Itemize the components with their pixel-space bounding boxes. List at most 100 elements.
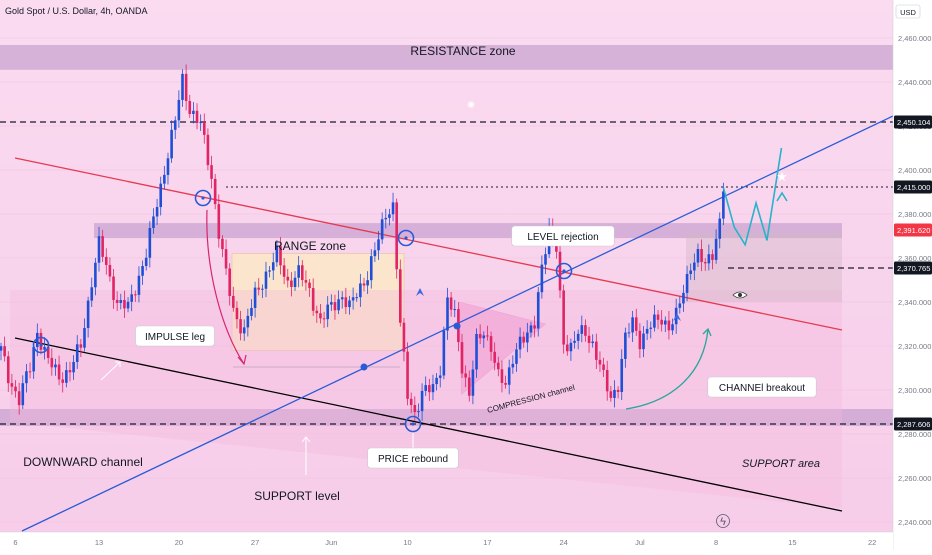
candle-body: [649, 327, 653, 329]
candle-body: [711, 254, 714, 260]
candle-body: [471, 369, 475, 396]
downward-pointer: [100, 361, 121, 381]
lightning-icon: ϟ: [720, 516, 726, 528]
time-tick-label: 17: [483, 538, 491, 547]
candle-body: [83, 328, 86, 348]
candle-body: [384, 217, 388, 220]
candle-body: [656, 314, 660, 320]
currency-badge[interactable]: [895, 4, 921, 19]
downward-channel-fill: [10, 290, 842, 508]
support-level-label: SUPPORT level: [254, 489, 340, 503]
candle-body: [624, 332, 627, 359]
candle-body: [192, 110, 195, 114]
candle-body: [340, 297, 344, 300]
candle-body: [467, 377, 471, 396]
price-tick-label: 2,340.000: [898, 298, 931, 307]
impulse-leg-label-box: [135, 325, 215, 347]
candle-body: [130, 294, 133, 302]
candle-body: [123, 299, 126, 309]
candle-body: [355, 297, 359, 299]
time-tick-label: 13: [95, 538, 103, 547]
time-tick-label: 24: [559, 538, 567, 547]
candle-body: [409, 398, 413, 406]
trend-touch-point: [453, 322, 461, 330]
candle-body: [264, 271, 268, 289]
candle-body: [620, 358, 624, 392]
candle-body: [21, 383, 25, 406]
candle-body: [631, 317, 634, 333]
candle-body: [565, 344, 569, 352]
range-zone-band: [94, 223, 842, 239]
candle-body: [373, 250, 377, 257]
candle-body: [25, 371, 28, 384]
price-tick-label: 2,440.000: [898, 78, 931, 87]
price-tick-label: 2,240.000: [898, 518, 931, 527]
candle-body: [395, 202, 398, 270]
pivot-circle-may6: [32, 336, 50, 354]
candle-body: [609, 391, 613, 398]
candle-body: [112, 276, 115, 300]
candle-body: [43, 346, 46, 350]
candle-body: [10, 383, 14, 387]
candle-body: [232, 295, 235, 308]
lightning-icon-ring: [716, 514, 730, 528]
candle-body: [540, 264, 544, 293]
candle-body: [337, 299, 340, 311]
candle-body: [511, 363, 515, 368]
candle-body: [482, 335, 486, 339]
candle-body: [682, 292, 685, 304]
compression-triangle: [459, 301, 547, 396]
time-tick-label: 6: [13, 538, 17, 547]
candle-body: [598, 359, 602, 365]
candle-body: [3, 346, 6, 357]
candle-body: [126, 301, 130, 309]
channel-breakout-label-box: [707, 376, 817, 398]
candle-body: [36, 332, 39, 348]
target-price-tag-bg: [894, 180, 932, 194]
candle-body: [28, 371, 32, 373]
currency-label: USD: [900, 8, 916, 17]
candle-body: [94, 262, 97, 288]
range-top-price-tag-bg: [894, 261, 932, 275]
candle-body: [253, 287, 257, 308]
candle-body: [627, 332, 631, 334]
support-price-tag-bg: [894, 417, 932, 431]
candle-body: [134, 294, 137, 296]
candle-body: [700, 249, 703, 263]
candle-body: [438, 375, 442, 378]
breakout-area: [686, 231, 842, 302]
candle-body: [228, 268, 231, 296]
candle-body: [293, 277, 297, 287]
candle-body: [526, 332, 529, 343]
candle-body: [72, 361, 75, 373]
impulse-leg-label: IMPULSE leg: [145, 332, 205, 343]
candle-body: [399, 269, 402, 323]
candle-body: [587, 335, 591, 344]
price-tick-label: 2,300.000: [898, 386, 931, 395]
rocket-icon: [416, 288, 424, 296]
candle-body: [722, 191, 725, 219]
candle-body: [268, 270, 271, 272]
candle-body: [504, 382, 507, 385]
candle-body: [17, 391, 21, 406]
candle-body: [406, 351, 409, 399]
candle-body: [213, 178, 217, 205]
candle-body: [86, 300, 90, 329]
candle-body: [667, 320, 671, 331]
candle-body: [391, 202, 395, 215]
star-icon: ★: [776, 169, 788, 184]
candle-body: [558, 251, 562, 291]
pivot-circle-may6-dot: [39, 343, 43, 347]
candle-body: [6, 356, 10, 384]
candle-body: [703, 262, 707, 264]
candle-body: [348, 300, 351, 308]
candle-body: [333, 302, 337, 311]
candle-body: [518, 336, 522, 350]
pivot-circle-price-rebound-dot: [411, 422, 415, 426]
candle-body: [424, 385, 428, 391]
candle-body: [300, 265, 304, 281]
candle-body: [32, 347, 35, 372]
descending-resistance-line: [14, 157, 843, 331]
